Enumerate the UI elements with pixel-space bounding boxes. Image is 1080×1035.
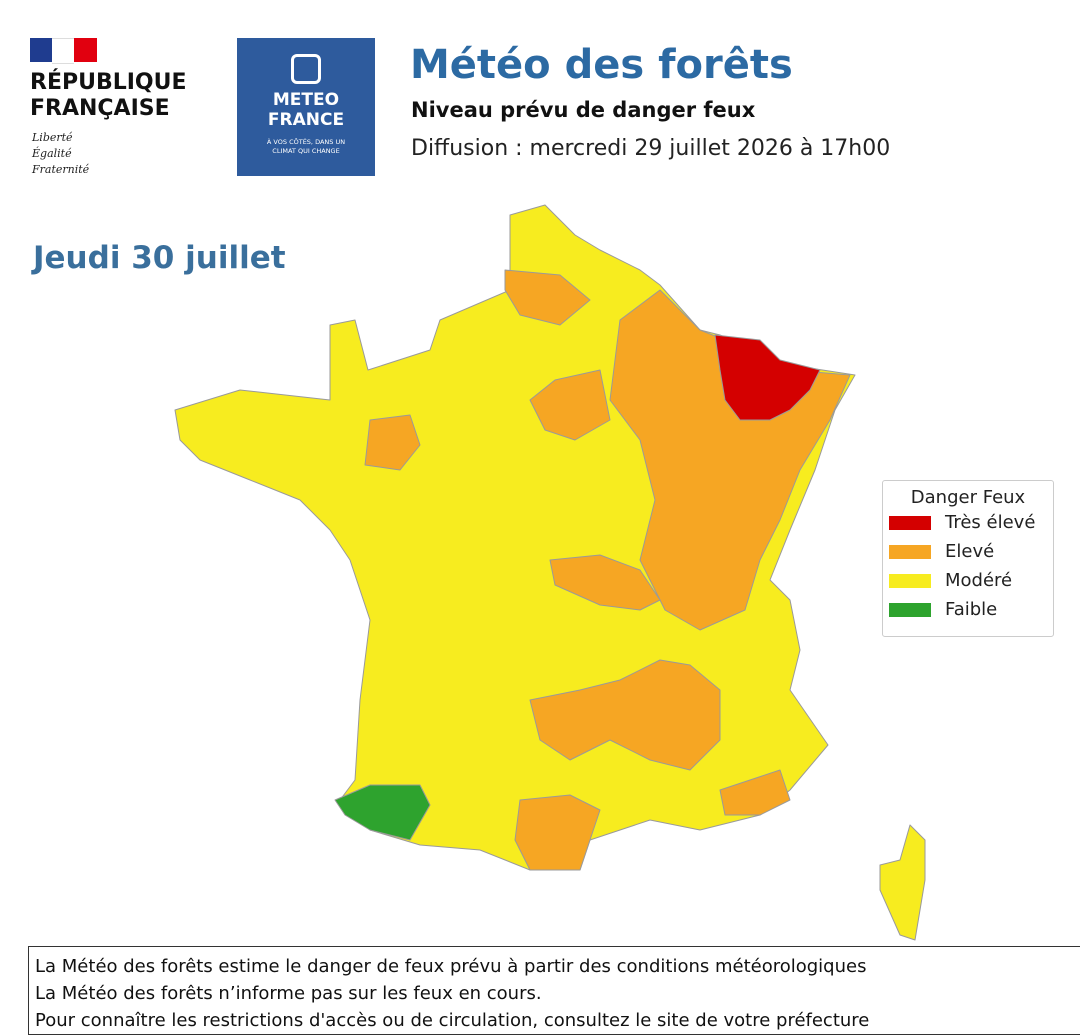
legend-swatch — [889, 602, 931, 617]
republique-line: FRANÇAISE — [30, 96, 170, 121]
region — [879, 824, 926, 941]
legend-item: Elevé — [883, 537, 1053, 566]
logo-tagline-line: À VOS CÔTÉS, DANS UN — [266, 138, 346, 146]
motto: Liberté Égalité Fraternité — [32, 130, 89, 178]
legend: Danger Feux Très élevé Elevé Modéré Faible — [882, 480, 1054, 637]
diffusion: Diffusion : mercredi 29 juillet 2026 à 1… — [411, 136, 891, 161]
footer-line: La Météo des forêts estime le danger de … — [35, 956, 867, 977]
footer: La Météo des forêts estime le danger de … — [28, 946, 1080, 1035]
logo-name-line: FRANCE — [267, 110, 345, 130]
legend-label: Faible — [945, 599, 998, 620]
logo-name: METEO FRANCE — [237, 90, 375, 130]
region — [549, 554, 661, 611]
legend-label: Elevé — [945, 541, 995, 562]
motto-line: Fraternité — [32, 163, 90, 176]
region — [334, 784, 431, 841]
logo-tagline: À VOS CÔTÉS, DANS UN CLIMAT QUI CHANGE — [237, 138, 375, 156]
map-day: Jeudi 30 juillet — [33, 240, 286, 276]
region — [529, 659, 721, 771]
legend-items: Très élevé Elevé Modéré Faible — [883, 508, 1053, 624]
region — [719, 769, 791, 816]
legend-label: Modéré — [945, 570, 1013, 591]
republique-line: RÉPUBLIQUE — [30, 70, 187, 95]
region — [364, 414, 421, 471]
region — [529, 369, 611, 441]
legend-item: Faible — [883, 595, 1053, 624]
footer-line: La Météo des forêts n’informe pas sur le… — [35, 983, 542, 1004]
footer-line: Pour connaître les restrictions d'accès … — [35, 1010, 870, 1031]
legend-label: Très élevé — [945, 512, 1036, 533]
legend-swatch — [889, 544, 931, 559]
subtitle: Niveau prévu de danger feux — [411, 98, 756, 122]
flag-blue — [30, 38, 52, 62]
region — [714, 334, 821, 421]
legend-item: Modéré — [883, 566, 1053, 595]
logo-icon — [291, 54, 321, 84]
legend-swatch — [889, 515, 931, 530]
legend-title: Danger Feux — [910, 487, 1026, 508]
logo-tagline-line: CLIMAT QUI CHANGE — [272, 147, 340, 155]
flag-white — [52, 38, 74, 64]
legend-swatch — [889, 573, 931, 588]
region — [504, 269, 591, 326]
republique: RÉPUBLIQUE FRANÇAISE — [30, 70, 187, 122]
region — [514, 794, 601, 871]
legend-item: Très élevé — [883, 508, 1053, 537]
meteo-france-logo: METEO FRANCE À VOS CÔTÉS, DANS UN CLIMAT… — [237, 38, 375, 176]
motto-line: Égalité — [32, 147, 72, 160]
motto-line: Liberté — [32, 131, 73, 144]
logo-name-line: METEO — [272, 90, 340, 110]
title: Météo des forêts — [410, 42, 793, 88]
flag-red — [74, 38, 97, 62]
